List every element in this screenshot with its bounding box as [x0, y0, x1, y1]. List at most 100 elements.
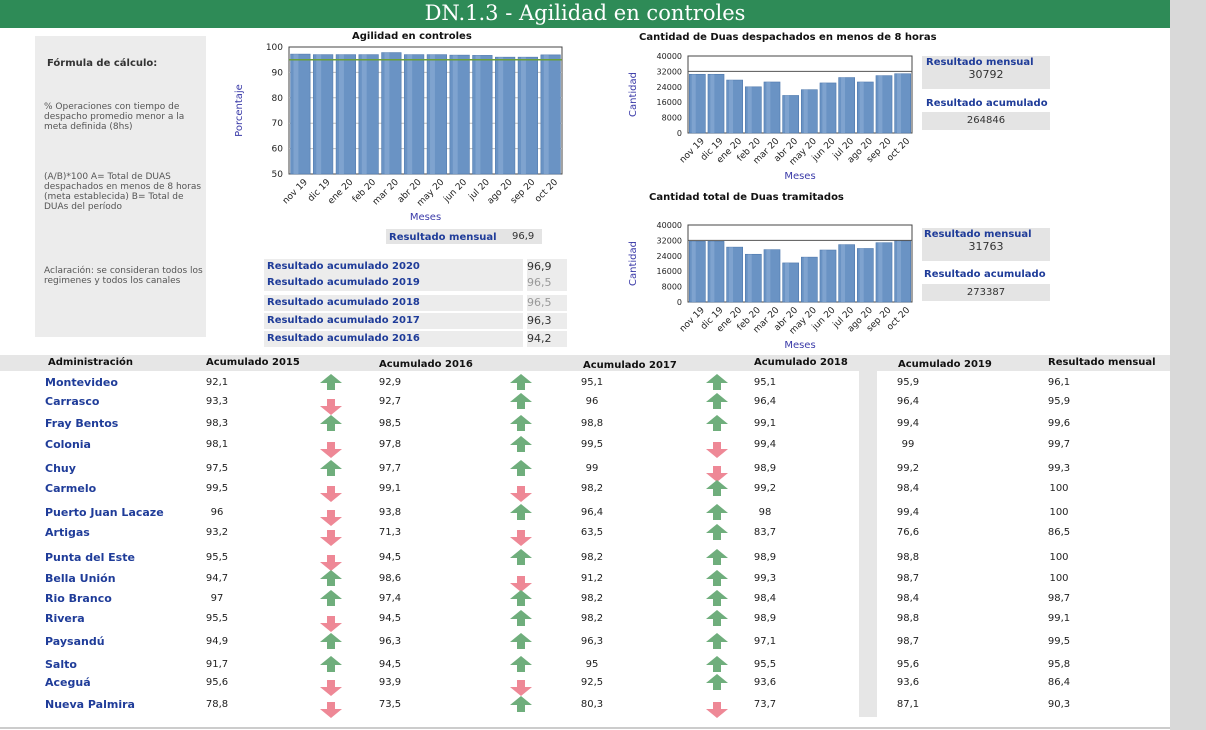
table-row-name: Paysandú: [45, 635, 105, 648]
table-cell-a2019: 98,7: [896, 573, 920, 584]
table-row-name: Nueva Palmira: [45, 698, 135, 711]
table-cell-a2015: 95,6: [205, 677, 229, 688]
table-cell-a2015: 99,5: [205, 483, 229, 494]
arrow-up-icon: [510, 590, 532, 606]
vertical-scrollbar[interactable]: [1170, 0, 1206, 730]
y-tick-label: 0: [677, 298, 682, 307]
bar: [745, 86, 762, 134]
bar-highlight: [293, 54, 299, 174]
table-cell-a2018: 97,1: [753, 636, 777, 647]
table-cell-a2016: 94,5: [378, 613, 402, 624]
arrow-down-icon: [706, 442, 728, 458]
table-cell-a2015: 98,1: [205, 439, 229, 450]
accumulated-label-3: Resultado acumulado 2017: [264, 313, 523, 329]
arrow-up-icon: [320, 656, 342, 672]
table-cell-a2015: 78,8: [205, 699, 229, 710]
table-cell-a2019: 98,8: [896, 613, 920, 624]
y-tick-label: 0: [677, 129, 682, 138]
y-tick-label: 8000: [662, 283, 682, 292]
table-row-name: Artigas: [45, 526, 90, 539]
col-header-mensual: Resultado mensual: [1048, 357, 1156, 368]
table-cell-a2018: 99,3: [753, 573, 777, 584]
table-row-name: Fray Bentos: [45, 417, 119, 430]
arrow-down-icon: [706, 466, 728, 482]
table-cell-mensual: 98,7: [1047, 593, 1071, 604]
bar-highlight: [859, 248, 864, 302]
bar-highlight: [339, 54, 344, 175]
arrow-down-icon: [320, 616, 342, 632]
arrow-down-icon: [320, 399, 342, 415]
accumulated-value-2: 96,5: [527, 295, 567, 311]
arrow-down-icon: [320, 530, 342, 546]
plot-area: [288, 46, 563, 175]
arrow-up-icon: [510, 436, 532, 452]
bar-highlight: [384, 52, 390, 175]
table-cell-mensual: 95,9: [1047, 396, 1071, 407]
table-cell-a2016: 98,6: [378, 573, 402, 584]
table-cell-a2016: 97,8: [378, 439, 402, 450]
table-cell-mensual: 99,6: [1047, 418, 1071, 429]
table-row-name: Bella Unión: [45, 572, 116, 585]
table-cell-a2019: 76,6: [896, 527, 920, 538]
arrow-down-icon: [510, 576, 532, 592]
table-cell-mensual: 99,5: [1047, 636, 1071, 647]
accumulated-value-3: 96,3: [527, 313, 567, 329]
table-cell-a2017: 96: [585, 396, 599, 407]
chart3-accum-label: Resultado acumulado: [924, 269, 1046, 280]
arrow-up-icon: [510, 393, 532, 409]
table-cell-mensual: 86,5: [1047, 527, 1071, 538]
table-row-name: Carmelo: [45, 482, 97, 495]
arrow-down-icon: [320, 702, 342, 718]
chart3-monthly-value: 31763: [968, 240, 1004, 253]
arrow-down-icon: [510, 486, 532, 502]
y-tick-label: 32000: [657, 236, 682, 245]
accumulated-label-4: Resultado acumulado 2016: [264, 331, 523, 347]
bar-highlight: [691, 241, 696, 302]
table-cell-a2016: 92,9: [378, 377, 402, 388]
table-cell-a2019: 87,1: [896, 699, 920, 710]
table-row-name: Chuy: [45, 462, 76, 475]
x-tick-label: nov 19: [678, 136, 707, 165]
arrow-up-icon: [706, 656, 728, 672]
table-cell-mensual: 99,7: [1047, 439, 1071, 450]
table-cell-mensual: 99,1: [1047, 613, 1071, 624]
table-cell-a2016: 99,1: [378, 483, 402, 494]
arrow-down-icon: [320, 486, 342, 502]
bar-highlight: [361, 54, 367, 175]
bar-highlight: [475, 55, 481, 174]
arrow-down-icon: [320, 510, 342, 526]
table-cell-a2016: 94,5: [378, 552, 402, 563]
table-cell-mensual: 99,3: [1047, 463, 1071, 474]
table-cell-a2017: 96,4: [580, 507, 604, 518]
y-axis-label: Porcentaje: [234, 84, 245, 137]
table-cell-a2017: 99,5: [580, 439, 604, 450]
table-cell-a2015: 95,5: [205, 613, 229, 624]
x-tick-label: nov 19: [281, 177, 310, 206]
table-cell-a2016: 97,4: [378, 593, 402, 604]
accumulated-label-2: Resultado acumulado 2018: [264, 295, 523, 311]
table-cell-a2016: 93,8: [378, 507, 402, 518]
table-cell-a2015: 91,7: [205, 659, 229, 670]
x-axis-label: Meses: [784, 340, 815, 351]
table-row-name: Punta del Este: [45, 551, 135, 564]
x-axis-label: Meses: [410, 212, 441, 223]
table-cell-mensual: 100: [1049, 552, 1069, 563]
bar-highlight: [710, 241, 715, 302]
table-cell-a2018: 98,9: [753, 552, 777, 563]
arrow-down-icon: [320, 555, 342, 571]
table-cell-a2018: 99,4: [753, 439, 777, 450]
arrow-up-icon: [320, 415, 342, 431]
col-header-2017: Acumulado 2017: [583, 360, 677, 371]
arrow-up-icon: [510, 415, 532, 431]
arrow-up-icon: [510, 656, 532, 672]
table-row-name: Aceguá: [45, 676, 91, 689]
arrow-up-icon: [706, 374, 728, 390]
table-cell-a2015: 97,5: [205, 463, 229, 474]
bar-highlight: [729, 247, 734, 302]
arrow-up-icon: [510, 374, 532, 390]
table-cell-a2018: 98,9: [753, 463, 777, 474]
table-cell-a2019: 98,7: [896, 636, 920, 647]
col-header-2015: Acumulado 2015: [206, 357, 300, 368]
table-cell-a2016: 94,5: [378, 659, 402, 670]
formula-panel: Fórmula de cálculo: % Operaciones con ti…: [35, 36, 206, 337]
